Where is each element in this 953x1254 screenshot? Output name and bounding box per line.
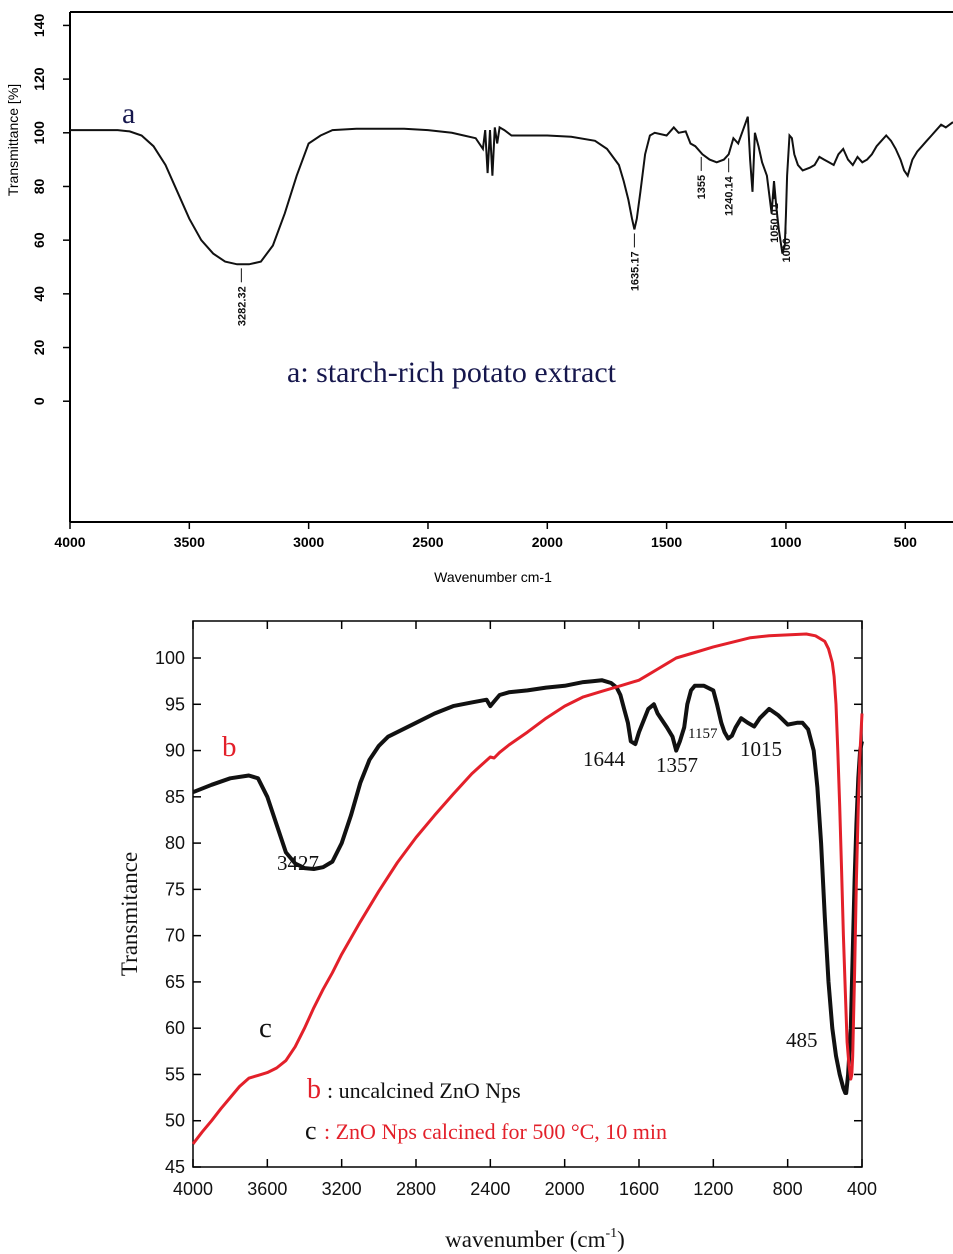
bc-x-tick-label: 3600: [247, 1179, 287, 1199]
bc-x-tick-label: 4000: [173, 1179, 213, 1199]
bc-y-tick-label: 95: [165, 694, 185, 714]
a-y-tick-label: 80: [31, 178, 47, 194]
a-y-axis-title: Transmittance [%]: [5, 84, 21, 196]
bc-peak-label-1157: 1157: [688, 726, 718, 742]
a-x-tick-label: 2500: [412, 534, 443, 550]
a-y-tick-label: 120: [31, 67, 47, 91]
bc-y-tick-label: 65: [165, 972, 185, 992]
a-x-tick-label: 500: [894, 534, 918, 550]
a-y-tick-label: 140: [31, 14, 47, 38]
bc-x-axis-title: wavenumber (cm-1): [445, 1226, 625, 1252]
series-b-line: [191, 632, 864, 1145]
a-series-line: [70, 116, 953, 266]
bc-legend: b : uncalcined ZnO Nps c : ZnO Nps calci…: [305, 1074, 667, 1145]
a-x-tick-label: 4000: [54, 534, 85, 550]
bc-ticks: [192, 621, 863, 1168]
a-peak-label: 1355: [696, 175, 708, 199]
a-panel-letter: a: [122, 97, 135, 130]
a-peak-label: 1050.01: [769, 203, 781, 243]
a-y-tick-label: 60: [31, 232, 47, 248]
bc-peak-label-1357: 1357: [656, 753, 698, 777]
bc-y-tick-label: 50: [165, 1111, 185, 1131]
series-c-line: [192, 678, 864, 1095]
a-x-axis-title: Wavenumber cm-1: [434, 569, 552, 585]
bc-x-axis-title-sup: -1: [605, 1226, 617, 1241]
a-ticks: [63, 24, 907, 529]
a-peak-label: 1000: [781, 238, 793, 262]
bc-plot-frame: [192, 620, 863, 1168]
legend-c-text: : ZnO Nps calcined for 500 °C, 10 min: [324, 1119, 667, 1144]
a-x-tick-label: 3000: [293, 534, 324, 550]
legend-b-key: b: [307, 1074, 321, 1105]
bc-y-tick-label: 85: [165, 787, 185, 807]
bc-x-tick-label: 800: [773, 1179, 803, 1199]
bc-peak-label-1644: 1644: [583, 747, 626, 771]
a-x-tick-label: 2000: [532, 534, 563, 550]
bc-x-tick-label: 2000: [545, 1179, 585, 1199]
bc-x-tick-label: 1200: [693, 1179, 733, 1199]
a-peak-label: 3282.32: [236, 286, 248, 326]
a-peak-label: 1240.14: [724, 175, 736, 216]
a-peak-label: 1635.17: [629, 251, 641, 291]
bc-y-tick-label: 100: [155, 648, 185, 668]
a-y-tick-label: 100: [31, 121, 47, 145]
bc-y-tick-label: 90: [165, 741, 185, 761]
bc-y-tick-label: 70: [165, 926, 185, 946]
bc-y-tick-label: 60: [165, 1018, 185, 1038]
bc-x-tick-label: 2400: [470, 1179, 510, 1199]
legend-b-text: : uncalcined ZnO Nps: [327, 1078, 521, 1103]
bc-x-axis-title-end: ): [617, 1227, 625, 1252]
bc-y-tick-label: 45: [165, 1157, 185, 1177]
a-x-tick-label: 3500: [174, 534, 205, 550]
a-x-tick-label: 1500: [651, 534, 682, 550]
a-caption: a: starch-rich potato extract: [287, 356, 617, 389]
bc-peak-label-1015: 1015: [740, 737, 782, 761]
bc-y-tick-label: 55: [165, 1064, 185, 1084]
series-b-letter: b: [222, 731, 237, 763]
a-y-tick-label: 40: [31, 286, 47, 302]
legend-c-key: c: [305, 1116, 317, 1145]
bc-tick-labels: 4000 3600 3200 2800 2400 2000 1600 1200 800 400 45…: [155, 648, 877, 1199]
chart-panel-a: 4000 3500 3000 2500 2000 1500 1000 500 0 20 40 60 80…: [5, 11, 953, 585]
bc-x-tick-label: 2800: [396, 1179, 436, 1199]
chart-panel-bc: 4000 3600 3200 2800 2400 2000 1600 1200 800 400 45…: [117, 620, 877, 1252]
a-x-tick-label: 1000: [770, 534, 801, 550]
bc-x-tick-label: 1600: [619, 1179, 659, 1199]
bc-x-tick-label: 400: [847, 1179, 877, 1199]
bc-y-tick-label: 80: [165, 833, 185, 853]
bc-x-tick-label: 3200: [322, 1179, 362, 1199]
a-y-tick-label: 0: [31, 397, 47, 405]
bc-x-axis-title-main: wavenumber (cm: [445, 1227, 605, 1252]
series-c-letter: c: [259, 1012, 272, 1044]
a-tick-labels: 4000 3500 3000 2500 2000 1500 1000 500 0 20 40 60 80…: [31, 14, 917, 550]
bc-peak-label-485: 485: [786, 1028, 818, 1052]
a-y-tick-label: 20: [31, 340, 47, 356]
bc-y-axis-title: Transmitance: [117, 852, 142, 976]
bc-y-tick-label: 75: [165, 879, 185, 899]
bc-peak-label-3427: 3427: [277, 851, 319, 875]
